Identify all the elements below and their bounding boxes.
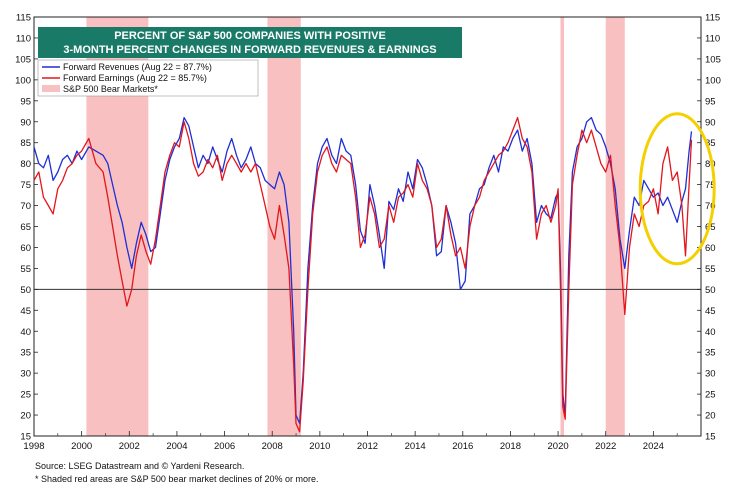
y-tick-label: 30 [705,369,716,380]
x-tick-label: 1998 [23,441,44,452]
y-tick-label: 65 [20,222,31,233]
y-tick-label: 75 [705,180,716,191]
y-tick-label: 20 [705,411,716,422]
highlight-ellipse [638,112,716,266]
y-tick-label: 100 [15,75,31,86]
bear-market-band [267,17,301,436]
x-tick-label: 2016 [452,441,473,452]
source-note: Source: LSEG Datastream and © Yardeni Re… [35,461,245,471]
y-tick-label: 105 [705,54,721,65]
y-tick-label: 70 [705,201,716,212]
y-tick-label: 40 [20,327,31,338]
title-line-1: PERCENT OF S&P 500 COMPANIES WITH POSITI… [114,30,386,42]
y-tick-label: 50 [705,285,716,296]
x-tick-label: 2018 [500,441,521,452]
x-tick-label: 2022 [595,441,616,452]
y-tick-label: 60 [20,243,31,254]
y-tick-label: 60 [705,243,716,254]
highlight-circle [638,112,716,266]
title-line-2: 3-MONTH PERCENT CHANGES IN FORWARD REVEN… [63,44,436,56]
y-tick-label: 115 [705,13,720,24]
chart-title: PERCENT OF S&P 500 COMPANIES WITH POSITI… [38,27,462,58]
x-tick-label: 2024 [643,441,664,452]
y-tick-label: 15 [705,432,716,443]
y-tick-label: 85 [705,138,716,149]
y-tick-label: 105 [15,54,31,65]
x-tick-label: 2008 [262,441,283,452]
y-tick-label: 55 [705,264,716,275]
y-tick-label: 80 [20,159,31,170]
y-tick-label: 45 [20,306,31,317]
forward-earnings-line [33,116,693,433]
bear-market-band [560,17,565,436]
x-tick-label: 2012 [357,441,378,452]
x-axis: 1998 2000 2002 2004 2006 2008 2010 2012 2014 2016… [23,431,678,452]
x-tick-label: 2014 [405,441,426,452]
y-tick-label: 75 [20,180,31,191]
y-axis-left: 15 20 25 30 35 40 45 50 55 60 65 70 75 80 85 90 95 100 105… [15,13,38,443]
legend-swatch-bear [42,85,60,92]
legend-label-earnings: Forward Earnings (Aug 22 = 85.7%) [63,73,207,83]
y-tick-label: 35 [705,348,716,359]
x-tick-label: 2004 [166,441,187,452]
x-tick-label: 2010 [309,441,330,452]
y-tick-label: 20 [20,411,31,422]
y-tick-label: 80 [705,159,716,170]
y-tick-label: 90 [20,117,31,128]
y-tick-label: 100 [705,75,721,86]
x-tick-label: 2006 [214,441,235,452]
legend-label-bear: S&P 500 Bear Markets* [63,84,158,94]
y-tick-label: 90 [705,117,716,128]
y-tick-label: 40 [705,327,716,338]
y-tick-label: 55 [20,264,31,275]
bear-market-band [605,17,625,436]
y-tick-label: 15 [20,432,31,443]
y-tick-label: 30 [20,369,31,380]
y-tick-label: 85 [20,138,31,149]
y-tick-label: 35 [20,348,31,359]
series-lines [33,116,693,433]
y-tick-label: 110 [16,33,31,44]
y-tick-label: 110 [705,33,720,44]
x-tick-label: 2000 [71,441,92,452]
legend-box [37,59,259,97]
bear-market-footnote: * Shaded red areas are S&P 500 bear mark… [35,474,319,484]
y-tick-label: 45 [705,306,716,317]
y-tick-label: 70 [20,201,31,212]
legend-label-revenues: Forward Revenues (Aug 22 = 87.7%) [63,62,212,72]
x-tick-label: 2002 [119,441,140,452]
y-tick-label: 95 [705,96,716,107]
y-tick-label: 25 [705,390,716,401]
y-tick-label: 115 [16,13,31,24]
x-tick-label: 2020 [548,441,569,452]
y-tick-label: 95 [20,96,31,107]
y-tick-label: 50 [20,285,31,296]
y-tick-label: 25 [20,390,31,401]
y-axis-right: 1520253035404550556065707580859095100105… [697,13,721,443]
title-box [38,27,462,58]
legend: Forward Revenues (Aug 22 = 87.7%) Forwar… [37,59,259,97]
